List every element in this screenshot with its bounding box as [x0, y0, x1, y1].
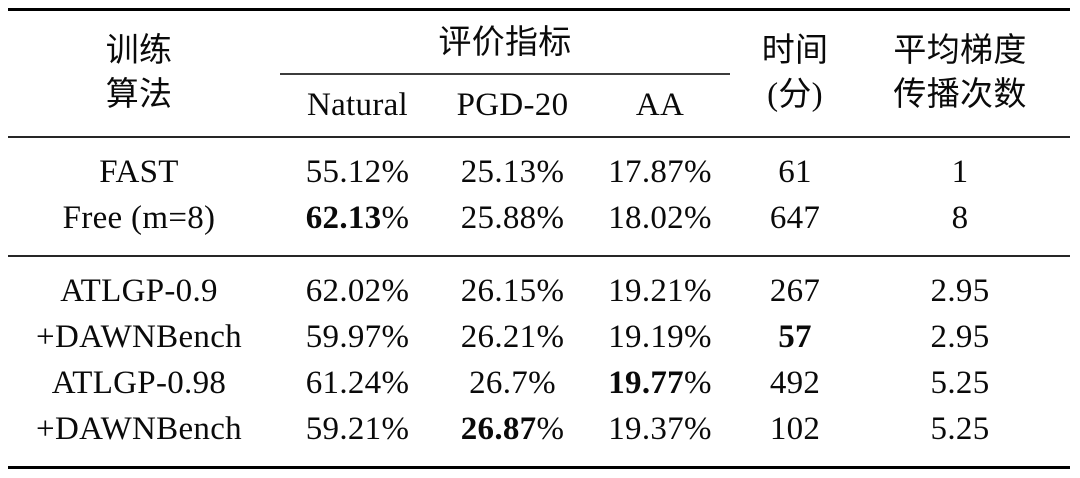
value: 102 — [769, 411, 821, 447]
value: 5.25 — [930, 365, 990, 401]
header-time-minutes: 时间 (分) — [740, 10, 850, 137]
value: 1 — [951, 154, 969, 190]
header-training-algorithm-line2: 算法 — [105, 77, 173, 114]
value-cell: 59.21% — [305, 411, 410, 447]
best-value: 19.77 — [608, 365, 684, 401]
value-cell: 57 — [740, 315, 850, 361]
header-evaluation-metrics-label: 评价指标 — [438, 24, 572, 61]
value: 2.95 — [930, 273, 990, 309]
algorithm-name-cell: ATLGP-0.98 — [51, 365, 227, 401]
value-cell: 102 — [740, 407, 850, 468]
results-table: 训练 算法 评价指标 时间 (分) 平均梯度 传播次数 Natural — [8, 8, 1071, 469]
value: 26.15 — [460, 273, 537, 309]
header-avg-gradient-propagations: 平均梯度 传播次数 — [850, 10, 1070, 137]
value: 5.25 — [930, 411, 990, 447]
table-row: ATLGP-0.98 61.24% 26.7% 19.77% 492 5.25 — [8, 361, 1070, 407]
table-header: 训练 算法 评价指标 时间 (分) 平均梯度 传播次数 Natural — [8, 10, 1071, 137]
header-grad-line2: 传播次数 — [893, 77, 1027, 114]
value-cell: 25.88% — [460, 200, 565, 236]
value: 61.24 — [305, 365, 382, 401]
value-cell: 26.7% — [469, 365, 556, 401]
value-cell: 26.87% — [460, 411, 565, 447]
value-cell: 5.25 — [850, 407, 1070, 468]
value: 19.19 — [608, 319, 684, 355]
table-row: +DAWNBench 59.97% 26.21% 19.19% 57 2.95 — [8, 315, 1070, 361]
value-cell: 19.77% — [608, 365, 712, 401]
value: 17.87 — [608, 154, 684, 190]
value-cell: 59.97% — [305, 319, 410, 355]
value: 61 — [778, 154, 812, 190]
best-value: 62.13 — [305, 200, 382, 236]
value-cell: 647 — [740, 196, 850, 256]
value: 19.37 — [608, 411, 684, 447]
value: 55.12 — [305, 154, 382, 190]
value-cell: 26.15% — [460, 273, 565, 309]
value: 62.02 — [305, 273, 382, 309]
header-training-algorithm-line1: 训练 — [105, 33, 173, 70]
algorithm-name-cell: +DAWNBench — [36, 411, 242, 447]
value-cell: 18.02% — [608, 200, 712, 236]
value-cell: 61 — [740, 137, 850, 196]
value-cell: 25.13% — [460, 154, 565, 190]
value: 26.7 — [469, 365, 529, 401]
value: 18.02 — [608, 200, 684, 236]
header-training-algorithm: 训练 算法 — [8, 10, 270, 137]
table-row: FAST 55.12% 25.13% 17.87% 61 1 — [8, 137, 1070, 196]
value: 25.88 — [460, 200, 537, 236]
value-cell: 26.21% — [460, 319, 565, 355]
value: 267 — [769, 273, 821, 309]
algorithm-name-cell: Free (m=8) — [62, 200, 216, 236]
value-cell: 2.95 — [850, 315, 1070, 361]
algorithm-name-cell: +DAWNBench — [36, 319, 242, 355]
best-value: 57 — [778, 319, 812, 355]
best-value: 26.87 — [460, 411, 537, 447]
atlgp-methods-group: ATLGP-0.9 62.02% 26.15% 19.21% 267 2.95 +DAWNB… — [8, 255, 1071, 468]
value-cell: 19.37% — [608, 411, 712, 447]
value-cell: 19.21% — [608, 273, 712, 309]
value-cell: 55.12% — [305, 154, 410, 190]
value-cell: 8 — [850, 196, 1070, 256]
header-pgd20: PGD-20 — [456, 86, 569, 123]
header-natural: Natural — [306, 86, 409, 123]
header-time-line2: (分) — [767, 77, 823, 114]
value-cell: 1 — [850, 137, 1070, 196]
header-grad-line1: 平均梯度 — [893, 33, 1027, 70]
value: 26.21 — [460, 319, 537, 355]
header-time-line1: 时间 — [761, 33, 829, 70]
value: 647 — [769, 200, 821, 236]
value-cell: 5.25 — [850, 361, 1070, 407]
algorithm-name-cell: ATLGP-0.9 — [60, 273, 218, 309]
algorithm-name-cell: FAST — [99, 154, 179, 190]
value-cell: 17.87% — [608, 154, 712, 190]
value-cell: 62.02% — [305, 273, 410, 309]
header-aa: AA — [635, 86, 685, 123]
value-cell: 19.19% — [608, 319, 712, 355]
value-cell: 267 — [740, 256, 850, 315]
table-row: ATLGP-0.9 62.02% 26.15% 19.21% 267 2.95 — [8, 256, 1070, 315]
value-cell: 2.95 — [850, 256, 1070, 315]
value-cell: 62.13% — [305, 200, 410, 236]
metrics-group-underline — [280, 72, 731, 75]
value: 2.95 — [930, 319, 990, 355]
value: 59.21 — [305, 411, 382, 447]
value: 25.13 — [460, 154, 537, 190]
table-row: Free (m=8) 62.13% 25.88% 18.02% 647 8 — [8, 196, 1070, 256]
value: 19.21 — [608, 273, 684, 309]
baseline-methods-group: FAST 55.12% 25.13% 17.87% 61 1 Free (m=8) 62.13… — [8, 137, 1070, 256]
header-evaluation-metrics-group: 评价指标 — [270, 10, 740, 75]
value-cell: 61.24% — [305, 365, 410, 401]
value: 8 — [951, 200, 969, 236]
value: 492 — [769, 365, 821, 401]
value: 59.97 — [305, 319, 382, 355]
value-cell: 492 — [740, 361, 850, 407]
table-row: +DAWNBench 59.21% 26.87% 19.37% 102 5.25 — [8, 407, 1070, 468]
